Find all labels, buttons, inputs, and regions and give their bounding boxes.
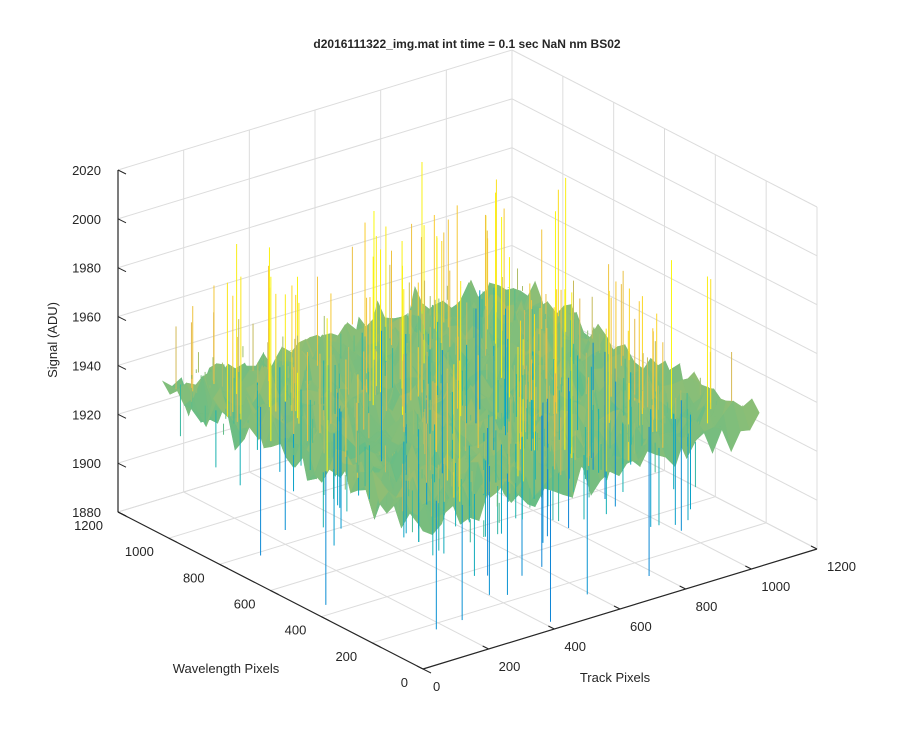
grid-line (511, 147, 818, 306)
z-tick-mark (117, 316, 127, 322)
grid-line (511, 98, 818, 257)
z-tick-label: 2000 (72, 212, 101, 227)
grid-line (321, 496, 716, 618)
y-tick-label: 400 (285, 623, 307, 638)
z-tick-mark (117, 364, 127, 370)
grid-line (511, 49, 818, 208)
grid-line (270, 470, 665, 591)
y-tick-mark (371, 642, 381, 648)
x-tick-label: 200 (499, 659, 521, 674)
y-tick-label: 1000 (125, 544, 154, 559)
grid-line (511, 196, 818, 355)
grid-line (117, 244, 513, 366)
grid-line (511, 244, 818, 403)
grid-line (117, 98, 513, 220)
z-tick-mark (117, 511, 127, 517)
y-tick-mark (422, 668, 432, 674)
grid-line (372, 522, 767, 644)
x-tick-mark (416, 665, 424, 670)
grid-line (117, 196, 513, 318)
x-tick-label: 600 (630, 619, 652, 634)
x-tick-mark (810, 545, 818, 550)
surface (161, 161, 760, 630)
z-tick-mark (117, 413, 127, 419)
z-tick-label: 1920 (72, 407, 101, 422)
x-tick-label: 1000 (761, 579, 790, 594)
x-tick-label: 800 (696, 599, 718, 614)
x-tick-mark (548, 625, 555, 630)
z-tick-mark (117, 218, 127, 224)
grid-line (117, 49, 513, 171)
x-tick-label: 0 (433, 679, 440, 694)
z-tick-label: 1880 (72, 505, 101, 520)
z-tick-label: 1900 (72, 456, 101, 471)
z-axis-label: Signal (ADU) (45, 302, 60, 378)
y-tick-label: 200 (335, 649, 357, 664)
x-tick-mark (745, 565, 752, 570)
z-tick-label: 1960 (72, 310, 101, 325)
x-tick-label: 400 (564, 639, 586, 654)
y-axis-label: Wavelength Pixels (173, 661, 280, 676)
y-tick-label: 0 (401, 675, 408, 690)
ticks: 0 200 400 600 800 1000 1200 0 200 400 600 800 1000 12… (72, 163, 856, 694)
y-tick-label: 800 (183, 570, 205, 585)
z-tick-mark (117, 267, 127, 273)
chart-title: d2016111322_img.mat int time = 0.1 sec N… (313, 37, 620, 51)
x-tick-mark (679, 585, 686, 590)
z-tick-mark (117, 169, 127, 175)
y-tick-label: 600 (234, 597, 256, 612)
y-tick-mark (168, 537, 178, 543)
x-tick-mark (613, 605, 621, 610)
y-tick-mark (321, 616, 330, 622)
z-tick-mark (117, 462, 127, 468)
z-tick-label: 1980 (72, 261, 101, 276)
y-tick-label: 1200 (74, 518, 103, 533)
x-tick-mark (482, 645, 489, 650)
y-tick-mark (219, 563, 228, 569)
grid-line (117, 147, 513, 269)
x-axis-label: Track Pixels (580, 670, 651, 685)
surface-patch (742, 398, 760, 431)
z-tick-label: 1940 (72, 358, 101, 373)
z-tick-label: 2020 (72, 163, 101, 178)
y-tick-mark (270, 590, 279, 595)
x-tick-label: 1200 (827, 559, 856, 574)
